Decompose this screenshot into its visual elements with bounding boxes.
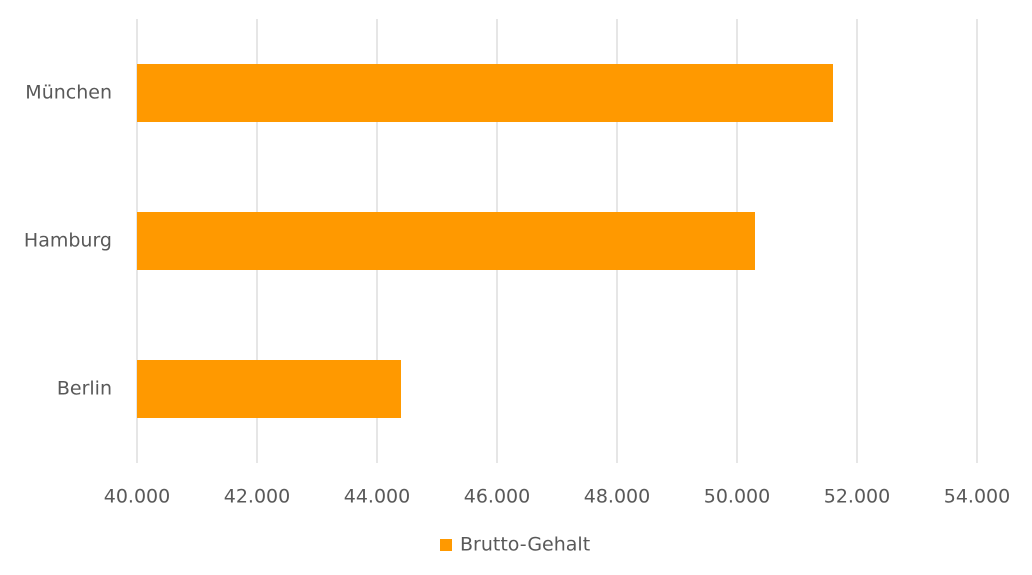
x-tick-label: 50.000 [704,486,770,508]
y-tick-label: Hamburg [24,230,112,252]
x-tick-label: 48.000 [584,486,650,508]
y-tick-label: München [25,82,112,104]
bar [137,360,401,418]
x-tick-label: 44.000 [344,486,410,508]
y-tick-label: Berlin [57,378,112,400]
legend-swatch [440,539,452,551]
bar [137,212,755,270]
x-tick-label: 40.000 [104,486,170,508]
x-tick-label: 52.000 [824,486,890,508]
legend-label: Brutto-Gehalt [460,534,590,556]
x-tick-label: 46.000 [464,486,530,508]
bar [137,64,833,122]
x-tick-label: 54.000 [944,486,1010,508]
x-tick-label: 42.000 [224,486,290,508]
